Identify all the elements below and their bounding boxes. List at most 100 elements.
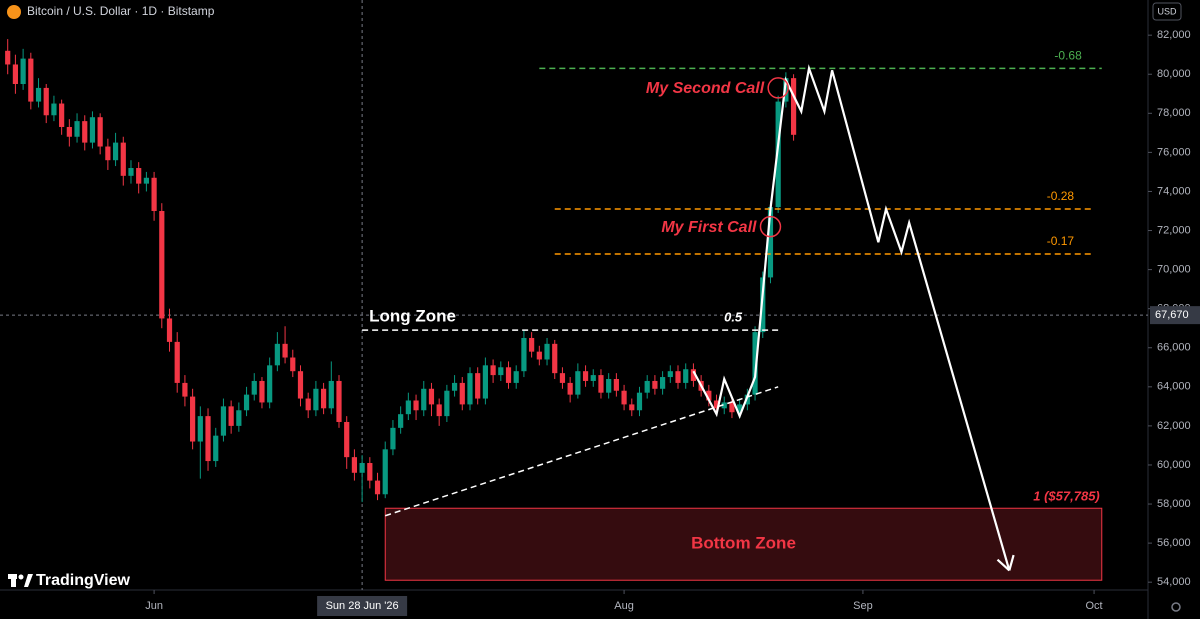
candle-body (575, 371, 581, 395)
logo-text: TradingView (36, 572, 131, 589)
symbol-title: Bitcoin / U.S. Dollar · 1D · Bitstamp (27, 4, 215, 18)
candle-body (105, 146, 111, 161)
candle-body (297, 371, 304, 399)
candle-body (112, 142, 119, 161)
candle-body (428, 388, 435, 405)
x-tick-label: Sep (853, 600, 873, 612)
candle-body (475, 373, 481, 399)
candle-body (228, 406, 234, 426)
candle-body (243, 394, 250, 411)
candle-body (451, 382, 458, 391)
y-tick-label: 70,000 (1157, 264, 1191, 276)
candle-body (775, 101, 781, 208)
candle-body (374, 480, 381, 495)
candle-body (236, 410, 242, 426)
candle-body (74, 121, 80, 137)
candle-body (644, 380, 650, 393)
candle-body (444, 390, 450, 417)
bottom-zone (384, 507, 1103, 581)
currency-box[interactable] (1152, 2, 1182, 21)
candle-body (529, 337, 535, 352)
candle-body (660, 377, 666, 389)
x-tick-label: Jun (145, 600, 163, 612)
candle-body (413, 400, 419, 411)
candle-body (205, 416, 211, 462)
fib-level-label: 0.5 (724, 310, 743, 325)
y-tick-label: 80,000 (1157, 68, 1191, 80)
y-tick-label: 66,000 (1157, 342, 1191, 354)
candle-body (82, 121, 88, 143)
crosshair-x-box (317, 596, 408, 616)
candle-body (559, 373, 566, 383)
candle-body (12, 64, 19, 85)
candle-body (344, 421, 350, 458)
y-tick-label: 64,000 (1157, 381, 1191, 393)
y-tick-label: 72,000 (1157, 224, 1191, 236)
candle-body (359, 463, 365, 473)
candle-body (120, 142, 126, 176)
y-tick-label: 76,000 (1157, 146, 1191, 158)
zone-level-label: 1 ($57,785) (1033, 489, 1100, 504)
x-tick-label: Oct (1086, 600, 1103, 612)
settings-icon[interactable] (1171, 602, 1181, 612)
candle-body (282, 343, 288, 358)
candle-body (598, 375, 604, 393)
candle-body (274, 343, 280, 366)
plot: Bottom Zone 1 ($57,785) -0.68 -0.28 -0.17 0.5… (0, 0, 1148, 590)
candle-body (267, 365, 273, 403)
fib-level-label: -0.28 (1047, 189, 1075, 203)
candle-body (351, 457, 358, 473)
candle-body (752, 332, 758, 395)
candle-body (513, 371, 519, 383)
candle-body (767, 207, 774, 278)
crosshair-y-box (1150, 306, 1200, 325)
fib-level-label: -0.17 (1047, 234, 1075, 248)
candle-body (151, 177, 157, 211)
candle-body (690, 369, 697, 381)
candle-body (43, 87, 49, 116)
call-marker (767, 77, 789, 99)
y-tick-label: 56,000 (1157, 537, 1191, 549)
candle-body (259, 380, 265, 403)
candle-body (5, 50, 11, 65)
projection-arrowhead (996, 558, 1011, 572)
candle-body (459, 382, 465, 405)
candle-body (89, 117, 96, 143)
candle-body (174, 341, 180, 383)
candle-body (498, 367, 504, 376)
call-marker (759, 215, 782, 238)
currency[interactable]: USD (1157, 6, 1177, 16)
y-tick-label: 58,000 (1157, 498, 1191, 510)
y-tick-label: 60,000 (1157, 459, 1191, 471)
y-tick-label: 82,000 (1157, 29, 1191, 41)
logo-mark (24, 574, 33, 587)
candle-body (636, 392, 643, 411)
candle-body (197, 416, 203, 442)
candle-body (405, 400, 411, 415)
candle-body (721, 402, 727, 409)
candle-body (143, 177, 149, 184)
candle-body (675, 371, 681, 383)
candle-body (713, 400, 720, 409)
fib-level-label: -0.68 (1054, 49, 1082, 63)
candle-body (490, 365, 496, 376)
zone-note: Long Zone (369, 307, 456, 326)
candle-body (66, 126, 72, 137)
candle-body (382, 449, 388, 495)
candle-body (190, 396, 196, 442)
candle-body (251, 380, 257, 395)
candle-body (567, 382, 573, 395)
logo-mark (18, 574, 24, 580)
y-tick-label: 78,000 (1157, 107, 1191, 119)
y-tick-label: 62,000 (1157, 420, 1191, 432)
candle-body (536, 351, 542, 360)
candle-body (336, 380, 342, 422)
candle-body (737, 404, 743, 413)
crosshair-y-label: 67,670 (1155, 309, 1189, 321)
candle-body (590, 375, 596, 381)
candle-body (328, 380, 334, 409)
candle-body (482, 365, 488, 399)
